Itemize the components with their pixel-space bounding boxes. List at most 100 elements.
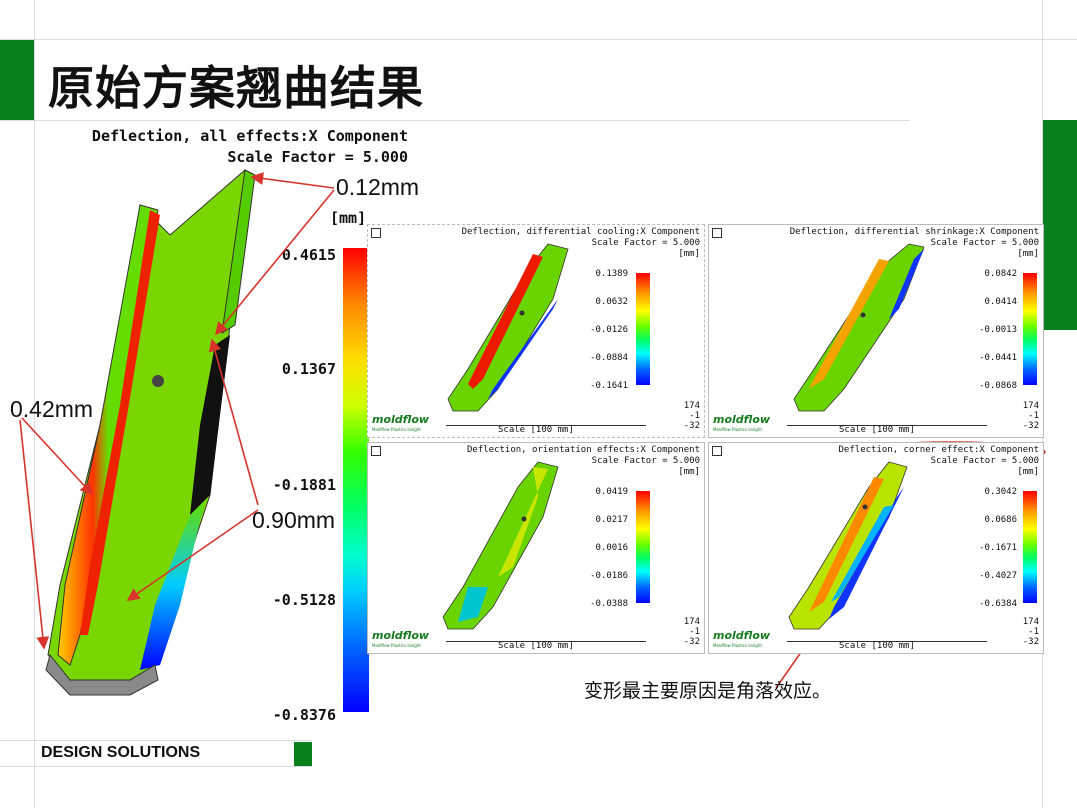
panel-tick: 0.3042 xyxy=(984,487,1017,497)
panel-scale-line xyxy=(446,641,646,642)
panel-axis-value: 174 xyxy=(683,401,700,411)
annotation-left: 0.42mm xyxy=(10,396,94,422)
panel-logo: moldflow xyxy=(713,413,771,426)
footer-rule-bottom xyxy=(0,766,312,767)
panel-scale-line xyxy=(446,425,646,426)
main-plot-title-line2: Scale Factor = 5.000 xyxy=(227,148,408,166)
panel-logo: moldflow xyxy=(713,629,771,642)
panel-tick: -0.0388 xyxy=(590,599,628,609)
panel-unit: [mm] xyxy=(1017,249,1039,259)
main-tick: 0.4615 xyxy=(281,246,336,264)
panel-icon xyxy=(712,446,722,456)
footer-accent xyxy=(294,742,312,766)
panel-scale-text: Scale Factor = 5.000 xyxy=(591,238,700,248)
panel-tick: 0.1389 xyxy=(595,269,628,279)
panel-title-text: Deflection, orientation effects:X Compon… xyxy=(467,445,700,455)
panel-axis-value: -32 xyxy=(1022,421,1039,431)
panel-title: Deflection, orientation effects:X Compon… xyxy=(467,445,700,478)
panel-axis: 174 -1 -32 xyxy=(658,617,700,647)
panel-scale-text: Scale Factor = 5.000 xyxy=(930,456,1039,466)
panel-title: Deflection, differential shrinkage:X Com… xyxy=(790,227,1039,260)
panel-title-text: Deflection, corner effect:X Component xyxy=(838,445,1039,455)
footer-rule-top xyxy=(0,740,312,741)
panel-axis-value: -1 xyxy=(689,627,700,637)
panel-tick: -0.0441 xyxy=(979,353,1017,363)
panel-tick: 0.0419 xyxy=(595,487,628,497)
conclusion-text: 变形最主要原因是角落效应。 xyxy=(584,680,832,702)
panel-color-legend xyxy=(636,273,650,385)
main-tick: -0.8376 xyxy=(272,706,336,724)
panel-scale-bar: Scale [100 mm] xyxy=(839,425,915,435)
panel-scale-line xyxy=(787,425,987,426)
panel-tick: -0.4027 xyxy=(979,571,1017,581)
panel-tick: -0.0013 xyxy=(979,325,1017,335)
panel-tick: -0.0884 xyxy=(590,353,628,363)
panel-axis-value: 174 xyxy=(1022,401,1039,411)
main-tick: 0.1367 xyxy=(281,360,336,378)
main-tick: -0.1881 xyxy=(272,476,336,494)
panel-part-render xyxy=(447,243,569,412)
panel-color-legend xyxy=(1023,491,1037,603)
panel-part-render xyxy=(442,461,559,630)
panel-scale-text: Scale Factor = 5.000 xyxy=(591,456,700,466)
footer-label: DESIGN SOLUTIONS xyxy=(41,744,201,761)
panel-title: Deflection, corner effect:X Component Sc… xyxy=(839,445,1039,478)
left-rule xyxy=(34,0,35,808)
side-accent xyxy=(1043,120,1077,330)
panel-title-text: Deflection, differential cooling:X Compo… xyxy=(461,227,700,237)
panel-tick: -0.0186 xyxy=(590,571,628,581)
panel-scale-text: Scale Factor = 5.000 xyxy=(930,238,1039,248)
panel-title: Deflection, differential cooling:X Compo… xyxy=(462,227,700,260)
panel-color-legend xyxy=(636,491,650,603)
main-plot-unit: [mm] xyxy=(330,209,367,227)
panel-color-legend xyxy=(1023,273,1037,385)
panel-axis-value: -32 xyxy=(683,421,700,431)
panel-tick: -0.0126 xyxy=(590,325,628,335)
panel-logo: moldflow xyxy=(372,413,430,426)
panel-unit: [mm] xyxy=(1017,467,1039,477)
panel-unit: [mm] xyxy=(678,249,700,259)
panel-scale-bar: Scale [100 mm] xyxy=(498,425,574,435)
result-panel-shrinkage: Deflection, differential shrinkage:X Com… xyxy=(708,224,1044,438)
panel-tick: 0.0217 xyxy=(595,515,628,525)
panel-icon xyxy=(371,446,381,456)
result-panel-cooling: Deflection, differential cooling:X Compo… xyxy=(367,224,705,438)
panel-axis: 174 -1 -32 xyxy=(997,401,1039,431)
result-panel-corner: Deflection, corner effect:X Component Sc… xyxy=(708,442,1044,654)
main-color-legend xyxy=(343,248,369,712)
panel-icon xyxy=(712,228,722,238)
result-panel-orientation: Deflection, orientation effects:X Compon… xyxy=(367,442,705,654)
panel-axis-value: -1 xyxy=(1028,627,1039,637)
main-part-render xyxy=(45,169,256,696)
panel-unit: [mm] xyxy=(678,467,700,477)
main-plot-title-line1: Deflection, all effects:X Component xyxy=(91,127,408,145)
panel-tick: -0.0868 xyxy=(979,381,1017,391)
panel-scale-bar: Scale [100 mm] xyxy=(839,641,915,651)
panel-axis-value: -32 xyxy=(1022,637,1039,647)
panel-scale-line xyxy=(787,641,987,642)
panel-tick: 0.0686 xyxy=(984,515,1017,525)
panel-tick: -0.6384 xyxy=(979,599,1017,609)
panel-axis-value: -1 xyxy=(1028,411,1039,421)
main-tick: -0.5128 xyxy=(272,591,336,609)
panel-axis-value: -1 xyxy=(689,411,700,421)
panel-axis: 174 -1 -32 xyxy=(658,401,700,431)
panel-part-render xyxy=(788,461,908,630)
panel-tick: -0.1641 xyxy=(590,381,628,391)
panel-logo-sub: Moldflow Plastics Insight xyxy=(372,427,421,432)
panel-logo-sub: Moldflow Plastics Insight xyxy=(713,427,762,432)
slide-title: 原始方案翘曲结果 xyxy=(48,61,424,115)
panel-tick: 0.0016 xyxy=(595,543,628,553)
panel-logo: moldflow xyxy=(372,629,430,642)
panel-scale-bar: Scale [100 mm] xyxy=(498,641,574,651)
panel-title-text: Deflection, differential shrinkage:X Com… xyxy=(789,227,1039,237)
panel-axis-value: -32 xyxy=(683,637,700,647)
panel-tick: 0.0414 xyxy=(984,297,1017,307)
annotation-middle: 0.90mm xyxy=(252,507,336,533)
panel-axis-value: 174 xyxy=(683,617,700,627)
panel-axis-value: 174 xyxy=(1022,617,1039,627)
annotation-top: 0.12mm xyxy=(336,174,420,200)
panel-tick: 0.0632 xyxy=(595,297,628,307)
title-accent xyxy=(0,40,34,120)
panel-logo-sub: Moldflow Plastics Insight xyxy=(372,643,421,648)
